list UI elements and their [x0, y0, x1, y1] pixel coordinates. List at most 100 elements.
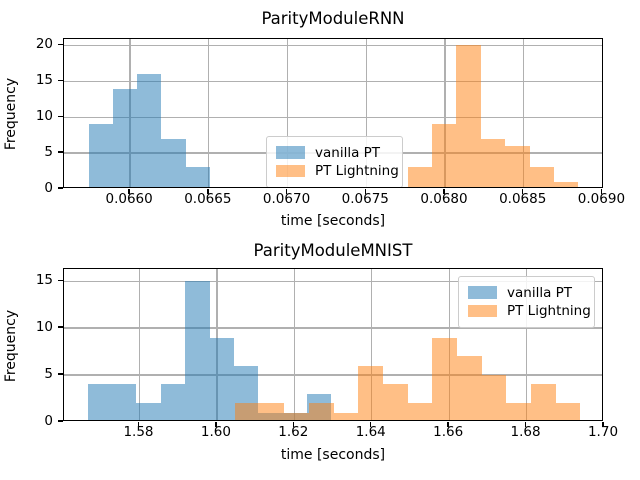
x-tick-mark — [364, 189, 366, 194]
gridline-horizontal — [64, 44, 602, 47]
histogram-bar — [407, 403, 433, 420]
y-tick-label: 20 — [35, 35, 53, 52]
gridline-vertical — [444, 39, 446, 187]
legend-swatch-blue — [276, 146, 305, 159]
x-tick-label: 1.62 — [278, 424, 309, 440]
histogram-bar — [555, 403, 581, 420]
legend-item-vanilla-pt: vanilla PT — [468, 285, 586, 301]
x-tick-label: 0.0685 — [499, 191, 547, 207]
histogram-bar — [480, 138, 506, 187]
histogram-bar — [309, 403, 334, 420]
histogram-bar — [137, 74, 162, 187]
x-tick-label: 1.70 — [587, 424, 619, 440]
legend-label: PT Lightning — [507, 303, 591, 319]
x-tick-mark — [285, 189, 288, 194]
x-tick-label: 1.66 — [433, 424, 464, 440]
x-tick-mark — [522, 189, 524, 194]
x-axis-label-rnn: time [seconds] — [280, 213, 386, 229]
x-tick-mark — [447, 422, 449, 427]
x-tick-label: 0.0660 — [105, 191, 153, 207]
legend-item-pt-lightning: PT Lightning — [276, 163, 399, 179]
x-tick-label: 1.58 — [123, 424, 154, 440]
gridline-vertical — [601, 39, 602, 187]
x-tick-label: 0.0665 — [184, 191, 232, 207]
histogram-bar — [259, 403, 285, 420]
x-tick-label: 1.60 — [200, 424, 231, 440]
histogram-bar — [185, 281, 210, 420]
histogram-bar — [136, 403, 161, 420]
gridline-vertical — [138, 269, 141, 420]
histogram-bar — [457, 356, 482, 420]
gridline-horizontal — [64, 327, 602, 329]
histogram-bar — [481, 375, 507, 420]
legend-label: vanilla PT — [507, 284, 573, 301]
histogram-bar — [87, 384, 112, 420]
y-tick-mark — [58, 151, 63, 153]
histogram-bar — [284, 412, 310, 420]
histogram-bar — [529, 167, 555, 187]
histogram-bar — [407, 167, 433, 187]
legend-label: PT Lightning — [315, 163, 399, 179]
x-tick-label: 0.0680 — [420, 191, 468, 207]
x-tick-mark — [524, 422, 527, 427]
y-tick-mark — [58, 373, 63, 375]
y-tick-label: 15 — [35, 71, 53, 88]
legend-rnn: vanilla PT PT Lightning — [266, 136, 403, 187]
gridline-vertical — [525, 269, 528, 420]
histogram-bar — [554, 181, 579, 187]
y-tick-label: 5 — [44, 143, 53, 160]
x-tick-mark — [443, 189, 445, 194]
y-tick-mark — [58, 79, 63, 82]
y-tick-label: 5 — [44, 365, 53, 382]
y-tick-label: 15 — [35, 271, 53, 288]
x-tick-mark — [602, 422, 604, 427]
gridline-horizontal — [64, 116, 602, 118]
x-tick-mark — [137, 422, 140, 427]
gridline-vertical — [371, 269, 373, 420]
legend-swatch-blue — [468, 286, 497, 299]
y-tick-mark — [58, 326, 63, 328]
chart-title-mnist: ParityModuleMNIST — [253, 241, 413, 260]
x-tick-label: 1.68 — [510, 424, 541, 440]
y-tick-label: 10 — [35, 318, 53, 335]
legend-swatch-orange — [468, 304, 497, 318]
x-tick-mark — [370, 422, 372, 427]
y-tick-mark — [58, 115, 63, 117]
histogram-bar — [235, 403, 260, 420]
legend-mnist: vanilla PT PT Lightning — [458, 276, 595, 328]
legend-item-pt-lightning: PT Lightning — [468, 303, 591, 319]
x-tick-label: 0.0675 — [341, 191, 389, 207]
gridline-vertical — [293, 269, 295, 420]
legend-item-vanilla-pt: vanilla PT — [276, 145, 394, 161]
chart-title-rnn: ParityModuleRNN — [261, 9, 405, 28]
gridline-vertical — [365, 39, 367, 187]
histogram-bar — [88, 124, 113, 187]
y-tick-label: 0 — [44, 412, 53, 429]
histogram-bar — [333, 412, 359, 420]
x-tick-mark — [292, 422, 294, 427]
x-tick-label: 0.0670 — [262, 191, 311, 207]
x-axis-label-mnist: time [seconds] — [280, 447, 386, 463]
x-tick-mark — [128, 189, 130, 194]
x-tick-label: 1.64 — [355, 424, 386, 440]
histogram-bar — [432, 337, 458, 420]
y-tick-label: 0 — [44, 179, 53, 196]
histogram-bar — [383, 384, 408, 420]
histogram-bar — [506, 403, 531, 420]
x-tick-mark — [600, 189, 603, 194]
histogram-bar — [432, 124, 457, 187]
legend-swatch-orange — [276, 164, 305, 178]
y-tick-mark — [58, 420, 63, 422]
histogram-bar — [112, 88, 138, 187]
histogram-bar — [161, 138, 186, 187]
histogram-bar — [185, 167, 210, 187]
legend-label: vanilla PT — [315, 144, 381, 161]
histogram-bar — [530, 384, 556, 420]
gridline-horizontal — [64, 80, 602, 82]
plot-area-mnist: vanilla PT PT Lightning — [63, 268, 603, 421]
plot-area-rnn: vanilla PT PT Lightning — [63, 38, 603, 188]
y-tick-mark — [58, 43, 63, 46]
histogram-bar — [358, 365, 384, 420]
gridline-vertical — [208, 39, 210, 187]
histogram-bar — [209, 337, 234, 420]
